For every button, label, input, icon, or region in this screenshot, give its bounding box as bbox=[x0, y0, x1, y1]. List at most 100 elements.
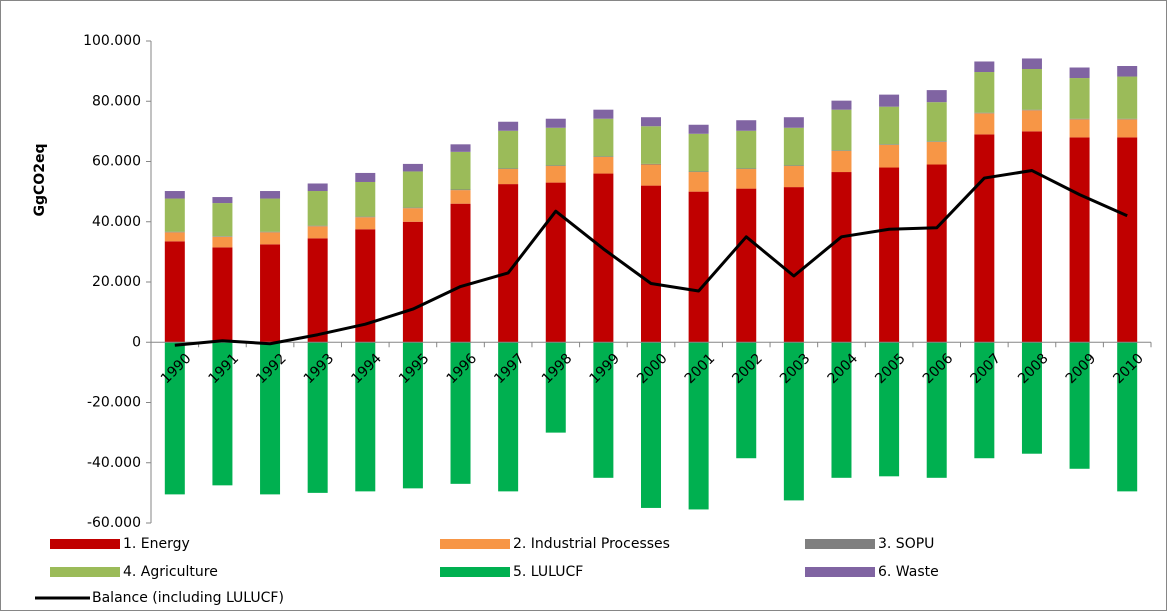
bar-segment bbox=[783, 117, 804, 128]
bar-segment bbox=[974, 61, 995, 73]
bar-segment bbox=[593, 156, 614, 174]
bar-segment bbox=[641, 117, 661, 127]
legend-swatch bbox=[440, 539, 510, 549]
bar-segment bbox=[545, 342, 566, 433]
legend-label: 1. Energy bbox=[123, 536, 190, 552]
bar-segment bbox=[688, 133, 709, 172]
bar-segment bbox=[260, 191, 281, 199]
y-tick-label: 40.000 bbox=[92, 214, 141, 230]
legend-swatch bbox=[440, 567, 510, 577]
legend-label: 4. Agriculture bbox=[123, 564, 218, 580]
bar-segment bbox=[260, 342, 281, 495]
bar-segment bbox=[260, 198, 281, 232]
bar-segment bbox=[545, 127, 566, 166]
bar-segment bbox=[545, 118, 566, 128]
y-tick-label: 20.000 bbox=[92, 274, 141, 290]
bar-segment bbox=[164, 241, 185, 343]
legend-swatch bbox=[50, 567, 120, 577]
bar-segment bbox=[212, 342, 233, 486]
bar-segment bbox=[164, 232, 185, 242]
bar-segment bbox=[450, 203, 471, 343]
bar-segment bbox=[1069, 118, 1090, 120]
bar-segment bbox=[1117, 119, 1138, 138]
bar-segment bbox=[688, 171, 709, 173]
bar-segment bbox=[1069, 67, 1090, 79]
bar-segment bbox=[783, 166, 804, 188]
bar-segment bbox=[736, 130, 757, 169]
legend-label: 6. Waste bbox=[878, 564, 939, 580]
legend-swatch bbox=[805, 567, 875, 577]
bar-segment bbox=[498, 184, 519, 343]
bar-segment bbox=[974, 112, 995, 114]
bar-segment bbox=[783, 165, 804, 167]
y-tick-label: 60.000 bbox=[92, 154, 141, 170]
bar-segment bbox=[260, 232, 281, 245]
bar-segment bbox=[498, 169, 519, 185]
bar-segment bbox=[593, 173, 614, 343]
bar-segment bbox=[307, 191, 328, 226]
bar-segment bbox=[736, 120, 757, 131]
bar-segment bbox=[355, 216, 376, 218]
bar-segment bbox=[164, 191, 185, 199]
bar-segment bbox=[641, 185, 661, 343]
bar-segment bbox=[498, 168, 519, 170]
bar-segment bbox=[879, 144, 900, 145]
bar-segment bbox=[879, 144, 900, 168]
bar-segment bbox=[783, 187, 804, 343]
bar-segment bbox=[307, 183, 328, 192]
bar-segment bbox=[1021, 109, 1042, 111]
bar-segment bbox=[1117, 137, 1138, 343]
bar-segment bbox=[736, 168, 757, 170]
bar-segment bbox=[307, 226, 328, 239]
bar-segment bbox=[260, 231, 281, 233]
bar-segment bbox=[926, 90, 947, 103]
bar-segment bbox=[641, 164, 661, 186]
bar-segment bbox=[450, 151, 471, 190]
bar-segment bbox=[688, 124, 709, 134]
bar-segment bbox=[307, 342, 328, 493]
bar-segment bbox=[498, 342, 519, 492]
bar-segment bbox=[212, 247, 233, 343]
bar-segment bbox=[355, 342, 376, 492]
bar-segment bbox=[212, 203, 233, 237]
bar-segment bbox=[498, 121, 519, 131]
bar-segment bbox=[450, 189, 471, 191]
bar-segment bbox=[402, 208, 423, 222]
bar-segment bbox=[402, 342, 423, 489]
bar-segment bbox=[736, 169, 757, 189]
bar-segment bbox=[1021, 58, 1042, 70]
bar-segment bbox=[1069, 342, 1090, 469]
bar-segment bbox=[450, 144, 471, 152]
bar-segment bbox=[307, 225, 328, 227]
y-axis-label: GgCO2eq bbox=[32, 144, 48, 217]
bar-segment bbox=[831, 150, 852, 151]
bar-segment bbox=[593, 156, 614, 157]
bar-segment bbox=[1069, 119, 1090, 138]
balance-line bbox=[174, 169, 1128, 347]
bar-segment bbox=[355, 217, 376, 230]
bar-segment bbox=[355, 172, 376, 182]
bar-segment bbox=[1021, 69, 1042, 110]
bar-segment bbox=[402, 221, 423, 343]
y-tick-label: 0 bbox=[132, 334, 141, 350]
bar-segment bbox=[164, 231, 185, 233]
bar-segment bbox=[1117, 118, 1138, 120]
bar-segment bbox=[831, 100, 852, 110]
bar-segment bbox=[212, 236, 233, 248]
bar-segment bbox=[974, 113, 995, 135]
bar-segment bbox=[926, 102, 947, 142]
bar-segment bbox=[688, 191, 709, 343]
legend-label: 2. Industrial Processes bbox=[513, 536, 670, 552]
legend-label: 3. SOPU bbox=[878, 536, 934, 552]
bar-segment bbox=[974, 134, 995, 343]
bar-segment bbox=[402, 171, 423, 208]
bar-segment bbox=[593, 109, 614, 119]
bar-segment bbox=[402, 163, 423, 172]
bar-segment bbox=[926, 342, 947, 478]
bar-segment bbox=[688, 172, 709, 192]
bar-segment bbox=[593, 118, 614, 157]
bar-segment bbox=[212, 197, 233, 204]
bar-segment bbox=[831, 150, 852, 173]
